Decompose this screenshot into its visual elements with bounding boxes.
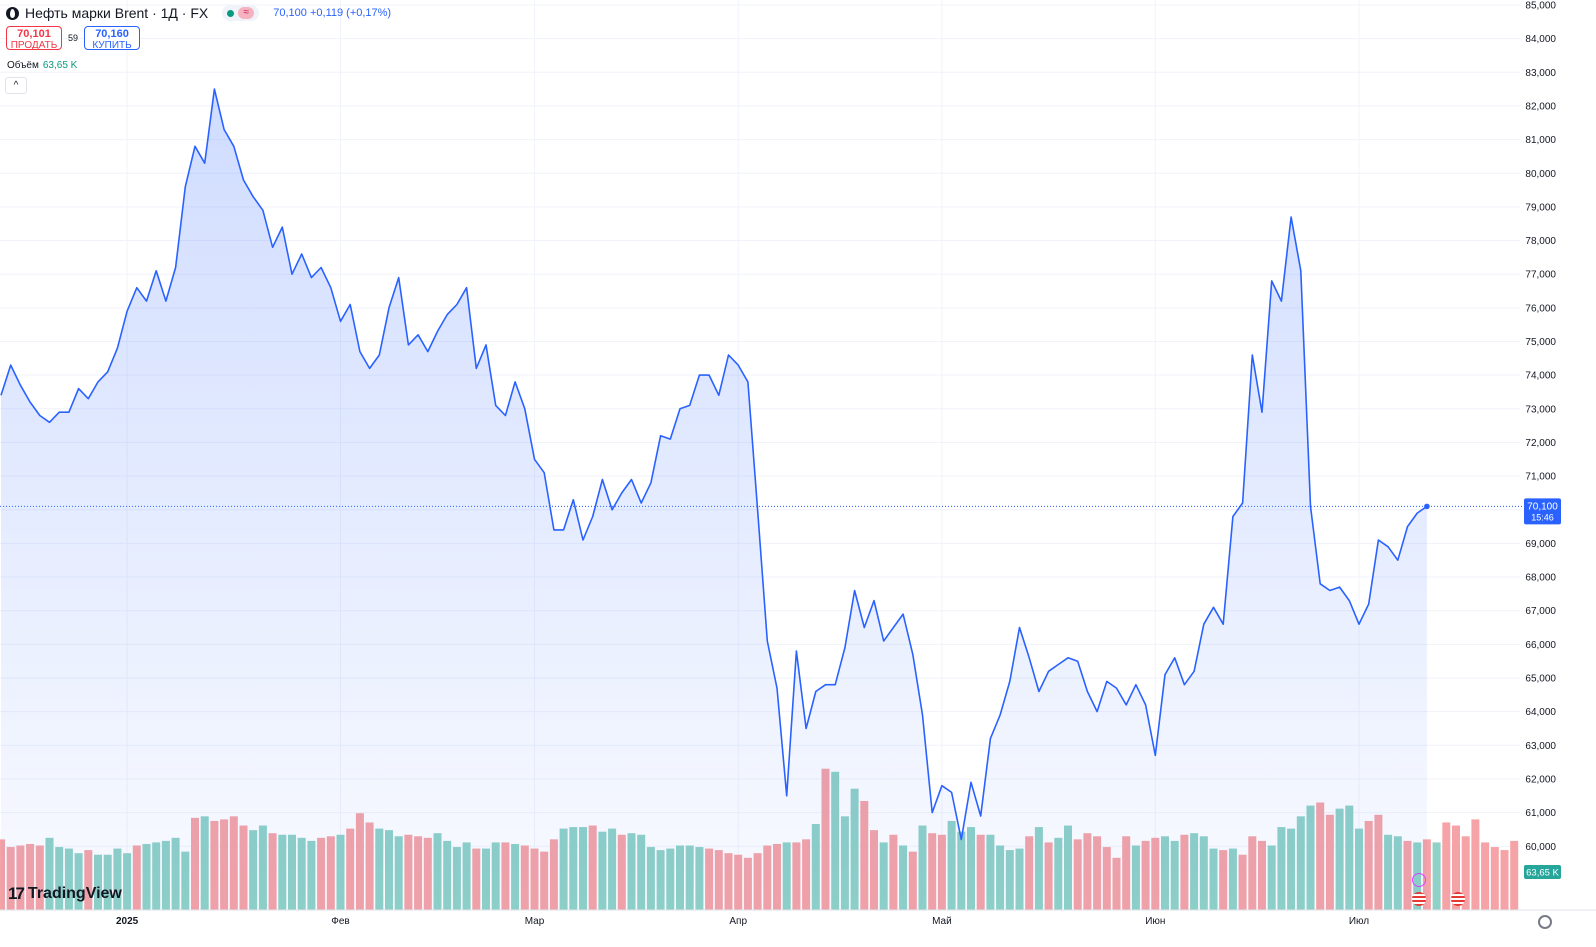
- tradingview-logo[interactable]: 17 TradingView: [8, 884, 122, 904]
- price-tick-label: 79,000: [1525, 202, 1556, 213]
- tradingview-logo-icon: 17: [8, 884, 25, 903]
- price-tick-label: 81,000: [1525, 135, 1556, 146]
- volume-label: Объём: [7, 60, 39, 71]
- price-tick-label: 66,000: [1525, 640, 1556, 651]
- symbol-title[interactable]: Нефть марки Brent · 1Д · FX: [25, 5, 209, 21]
- spread-value: 59: [68, 33, 79, 43]
- gear-icon[interactable]: [1538, 915, 1552, 929]
- volume-last-label-bg: [1524, 865, 1561, 879]
- price-tick-label: 64,000: [1525, 707, 1556, 718]
- price-tick-label: 85,000: [1525, 1, 1556, 12]
- price-line: [0, 88, 1428, 841]
- buy-button[interactable]: 70,160 КУПИТЬ: [84, 26, 141, 51]
- time-tick-label: 2025: [116, 916, 139, 927]
- last-price-readout: 70,100 +0,119 (+0,17%): [273, 7, 391, 19]
- price-tick-label: 72,000: [1525, 438, 1556, 449]
- approx-icon: ≈: [238, 7, 255, 19]
- last-price-label-bg: [1524, 498, 1561, 525]
- price-tick-label: 65,000: [1525, 674, 1556, 685]
- price-tick-label: 82,000: [1525, 101, 1556, 112]
- time-tick-label: Апр: [729, 916, 747, 927]
- volume-value: 63,65 K: [42, 60, 78, 71]
- time-tick-label: Май: [932, 916, 952, 927]
- price-tick-label: 75,000: [1525, 337, 1556, 348]
- us-flag-event-icon[interactable]: [1412, 892, 1426, 906]
- volume-bar: [1432, 842, 1441, 910]
- price-tick-label: 77,000: [1525, 270, 1556, 281]
- volume-bar: [1471, 819, 1480, 910]
- last-price-label: 70,100: [1527, 501, 1558, 512]
- price-area-fill: [1, 89, 1427, 911]
- trade-buttons: 70,101 ПРОДАТЬ 59 70,160 КУПИТЬ: [6, 26, 141, 51]
- volume-legend[interactable]: Объём 63,65 K: [7, 60, 77, 71]
- price-change: +0,119 (+0,17%): [309, 7, 392, 19]
- price-tick-label: 71,000: [1525, 472, 1556, 483]
- volume-bar: [1490, 847, 1499, 910]
- volume-bar: [1481, 842, 1490, 910]
- price-tick-label: 68,000: [1525, 573, 1556, 584]
- price-area: [0, 88, 1428, 911]
- price-tick-label: 74,000: [1525, 371, 1556, 382]
- last-price-dot: [1424, 503, 1430, 510]
- sell-button[interactable]: 70,101 ПРОДАТЬ: [6, 26, 62, 51]
- sell-label: ПРОДАТЬ: [10, 40, 58, 51]
- price-tick-label: 84,000: [1525, 34, 1556, 45]
- price-tick-label: 78,000: [1525, 236, 1556, 247]
- market-open-dot-icon: [227, 9, 235, 17]
- time-tick-label: Мар: [525, 916, 545, 927]
- us-flag-event-icon[interactable]: [1451, 892, 1465, 906]
- volume-bar: [1461, 836, 1470, 910]
- price-tick-label: 63,000: [1525, 741, 1556, 752]
- time-axis: 2025 Фев Мар Апр Май Июн Июл: [0, 909, 1596, 927]
- collapse-legend-button[interactable]: ^: [5, 77, 27, 94]
- price-axis: 60,000 61,000 62,000 63,000 64,000 65,000 66,0…: [1525, 1, 1556, 853]
- price-tick-label: 76,000: [1525, 303, 1556, 314]
- price-tick-label: 62,000: [1525, 774, 1556, 785]
- volume-bar: [1442, 822, 1451, 910]
- lightning-event-icon[interactable]: [1412, 873, 1426, 887]
- buy-label: КУПИТЬ: [92, 40, 132, 51]
- countdown-label: 15:46: [1531, 512, 1554, 522]
- time-tick-label: Июн: [1145, 916, 1165, 927]
- price-tick-label: 73,000: [1525, 404, 1556, 415]
- price-tick-label: 80,000: [1525, 169, 1556, 180]
- volume-bar: [1510, 840, 1519, 910]
- time-tick-label: Фев: [331, 916, 349, 927]
- logo-text: TradingView: [27, 885, 122, 902]
- price-tick-label: 67,000: [1525, 606, 1556, 617]
- price-tick-label: 83,000: [1525, 68, 1556, 79]
- last-price-value: 70,100: [273, 7, 307, 19]
- volume-bar: [1500, 850, 1509, 910]
- volume-bar: [1452, 825, 1460, 910]
- price-tick-label: 61,000: [1525, 808, 1556, 819]
- time-tick-label: Июл: [1349, 916, 1369, 927]
- volume-last-label: 63,65 K: [1526, 868, 1559, 879]
- symbol-header: Нефть марки Brent · 1Д · FX ≈ 70,100 +0,…: [6, 5, 391, 21]
- brent-oil-icon: [6, 6, 19, 20]
- sell-price: 70,101: [17, 28, 51, 40]
- market-status-pill[interactable]: ≈: [222, 5, 260, 21]
- price-tick-label: 69,000: [1525, 539, 1556, 550]
- buy-price: 70,160: [95, 28, 129, 40]
- price-tick-label: 60,000: [1525, 842, 1556, 853]
